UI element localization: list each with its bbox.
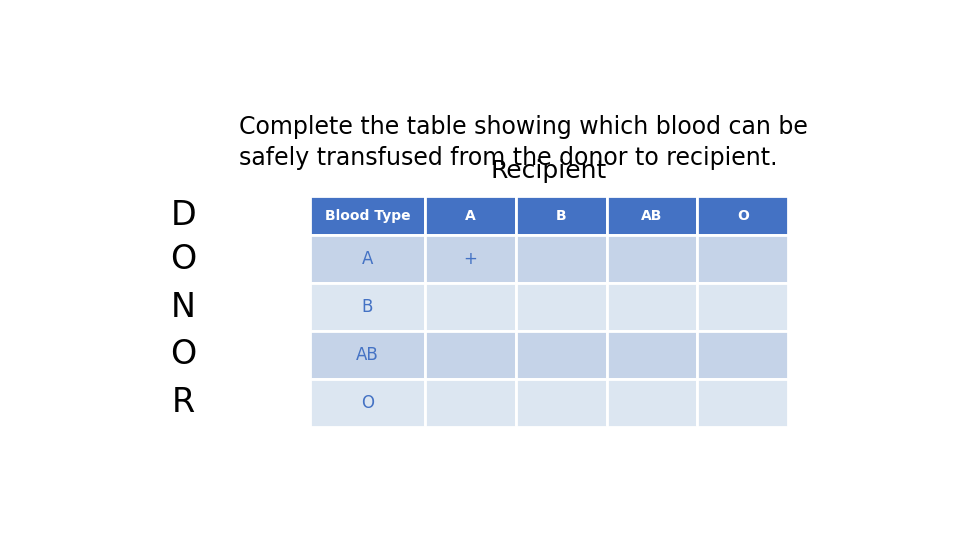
Text: R: R	[172, 386, 195, 419]
Text: D: D	[170, 199, 196, 232]
FancyBboxPatch shape	[310, 196, 425, 235]
FancyBboxPatch shape	[516, 235, 607, 283]
FancyBboxPatch shape	[516, 379, 607, 427]
FancyBboxPatch shape	[310, 283, 425, 331]
FancyBboxPatch shape	[425, 379, 516, 427]
FancyBboxPatch shape	[425, 283, 516, 331]
FancyBboxPatch shape	[607, 196, 697, 235]
FancyBboxPatch shape	[310, 379, 425, 427]
FancyBboxPatch shape	[697, 283, 788, 331]
Text: Complete the table showing which blood can be
safely transfused from the donor t: Complete the table showing which blood c…	[239, 114, 808, 170]
FancyBboxPatch shape	[697, 331, 788, 379]
FancyBboxPatch shape	[310, 235, 425, 283]
FancyBboxPatch shape	[607, 235, 697, 283]
Text: A: A	[465, 208, 476, 222]
Text: Recipient: Recipient	[491, 159, 607, 183]
Text: N: N	[171, 291, 196, 323]
Text: +: +	[464, 250, 477, 268]
Text: O: O	[361, 394, 373, 411]
FancyBboxPatch shape	[516, 331, 607, 379]
Text: B: B	[362, 298, 373, 316]
Text: O: O	[170, 339, 197, 372]
FancyBboxPatch shape	[697, 235, 788, 283]
FancyBboxPatch shape	[516, 283, 607, 331]
FancyBboxPatch shape	[697, 196, 788, 235]
FancyBboxPatch shape	[697, 379, 788, 427]
FancyBboxPatch shape	[607, 283, 697, 331]
Text: Blood Type: Blood Type	[324, 208, 410, 222]
Text: AB: AB	[641, 208, 662, 222]
Text: O: O	[736, 208, 749, 222]
FancyBboxPatch shape	[425, 331, 516, 379]
FancyBboxPatch shape	[425, 196, 516, 235]
FancyBboxPatch shape	[310, 331, 425, 379]
FancyBboxPatch shape	[425, 235, 516, 283]
Text: AB: AB	[356, 346, 379, 364]
Text: A: A	[362, 250, 373, 268]
FancyBboxPatch shape	[516, 196, 607, 235]
FancyBboxPatch shape	[607, 379, 697, 427]
FancyBboxPatch shape	[607, 331, 697, 379]
Text: B: B	[556, 208, 566, 222]
Text: O: O	[170, 242, 197, 276]
